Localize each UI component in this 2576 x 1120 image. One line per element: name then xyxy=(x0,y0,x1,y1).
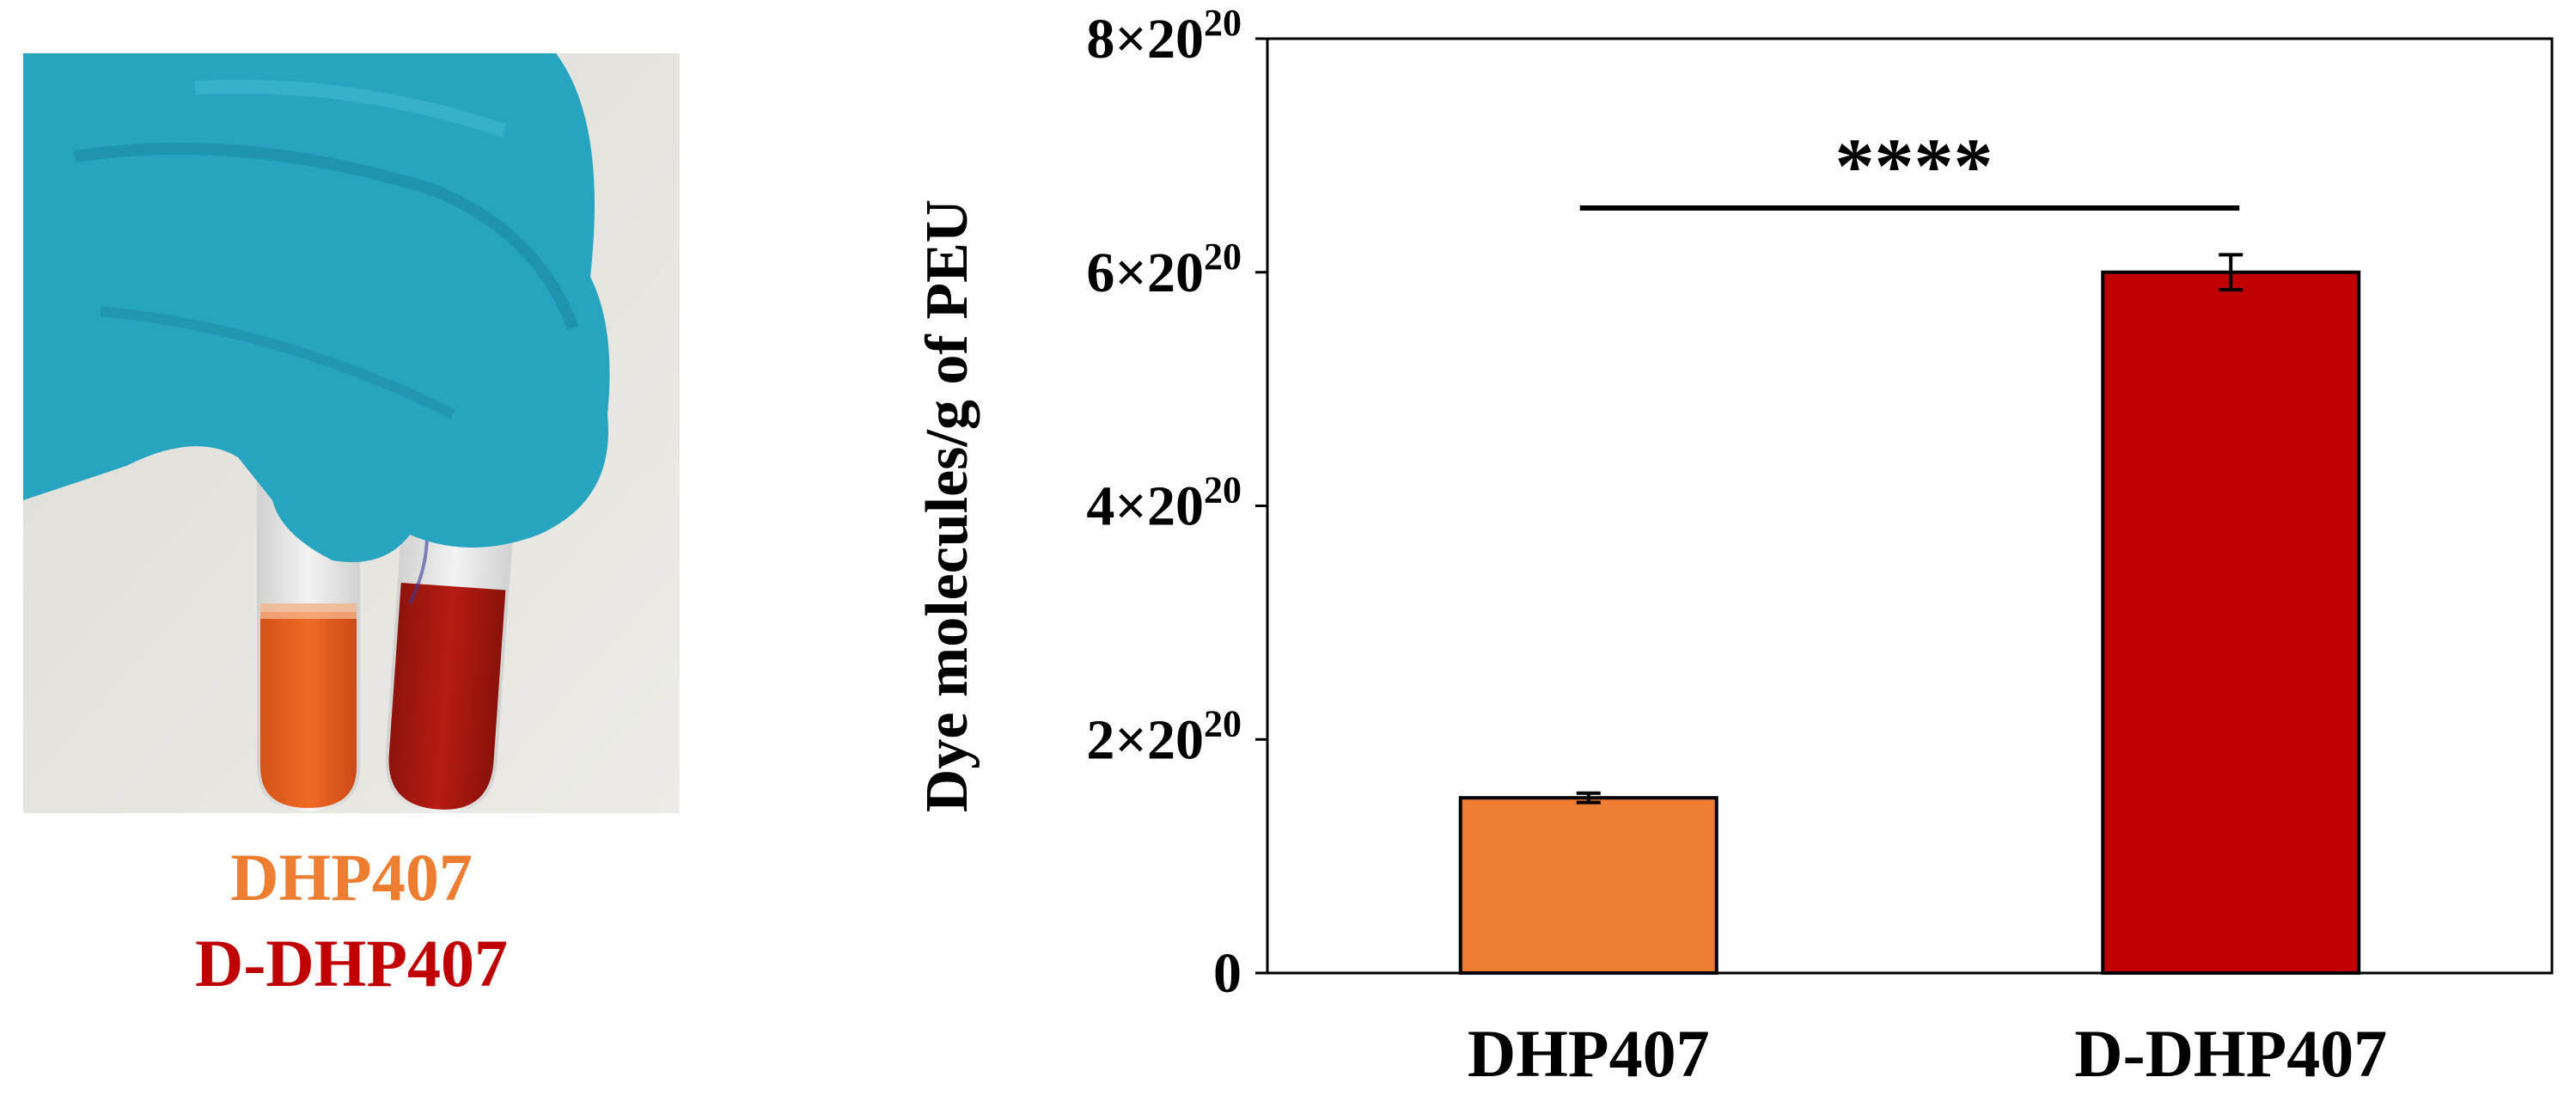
sample-label-dhp407: DHP407 xyxy=(230,840,473,915)
bar-chart-svg: 0 2×2020 4×2020 6×2020 8×2020 Dye molecules/g… xyxy=(914,2,2554,1091)
y-tick-label-4: 8×2020 xyxy=(1086,2,1242,70)
significance-label: **** xyxy=(1835,122,1993,210)
bar-d-dhp407 xyxy=(2101,270,2361,975)
y-tick-label-0: 0 xyxy=(1213,942,1242,1005)
x-category-label-1: D-DHP407 xyxy=(2074,1016,2387,1091)
sample-photo-drawing xyxy=(23,53,680,813)
x-category-label-0: DHP407 xyxy=(1468,1016,1710,1091)
y-tick-label-3: 6×2020 xyxy=(1086,236,1242,304)
bar-chart: 0 2×2020 4×2020 6×2020 8×2020 Dye molecules/g… xyxy=(859,0,2576,1120)
bar-dhp407 xyxy=(1458,796,1718,975)
y-axis-title: Dye molecules/g of PEU xyxy=(914,199,980,812)
sample-label-d-dhp407: D-DHP407 xyxy=(195,926,508,1001)
test-tube-d-dhp407 xyxy=(385,530,513,813)
sample-photo xyxy=(23,53,680,813)
blue-glove xyxy=(23,53,610,562)
y-tick-label-2: 4×2020 xyxy=(1086,469,1242,538)
y-tick-label-1: 2×2020 xyxy=(1086,702,1242,771)
